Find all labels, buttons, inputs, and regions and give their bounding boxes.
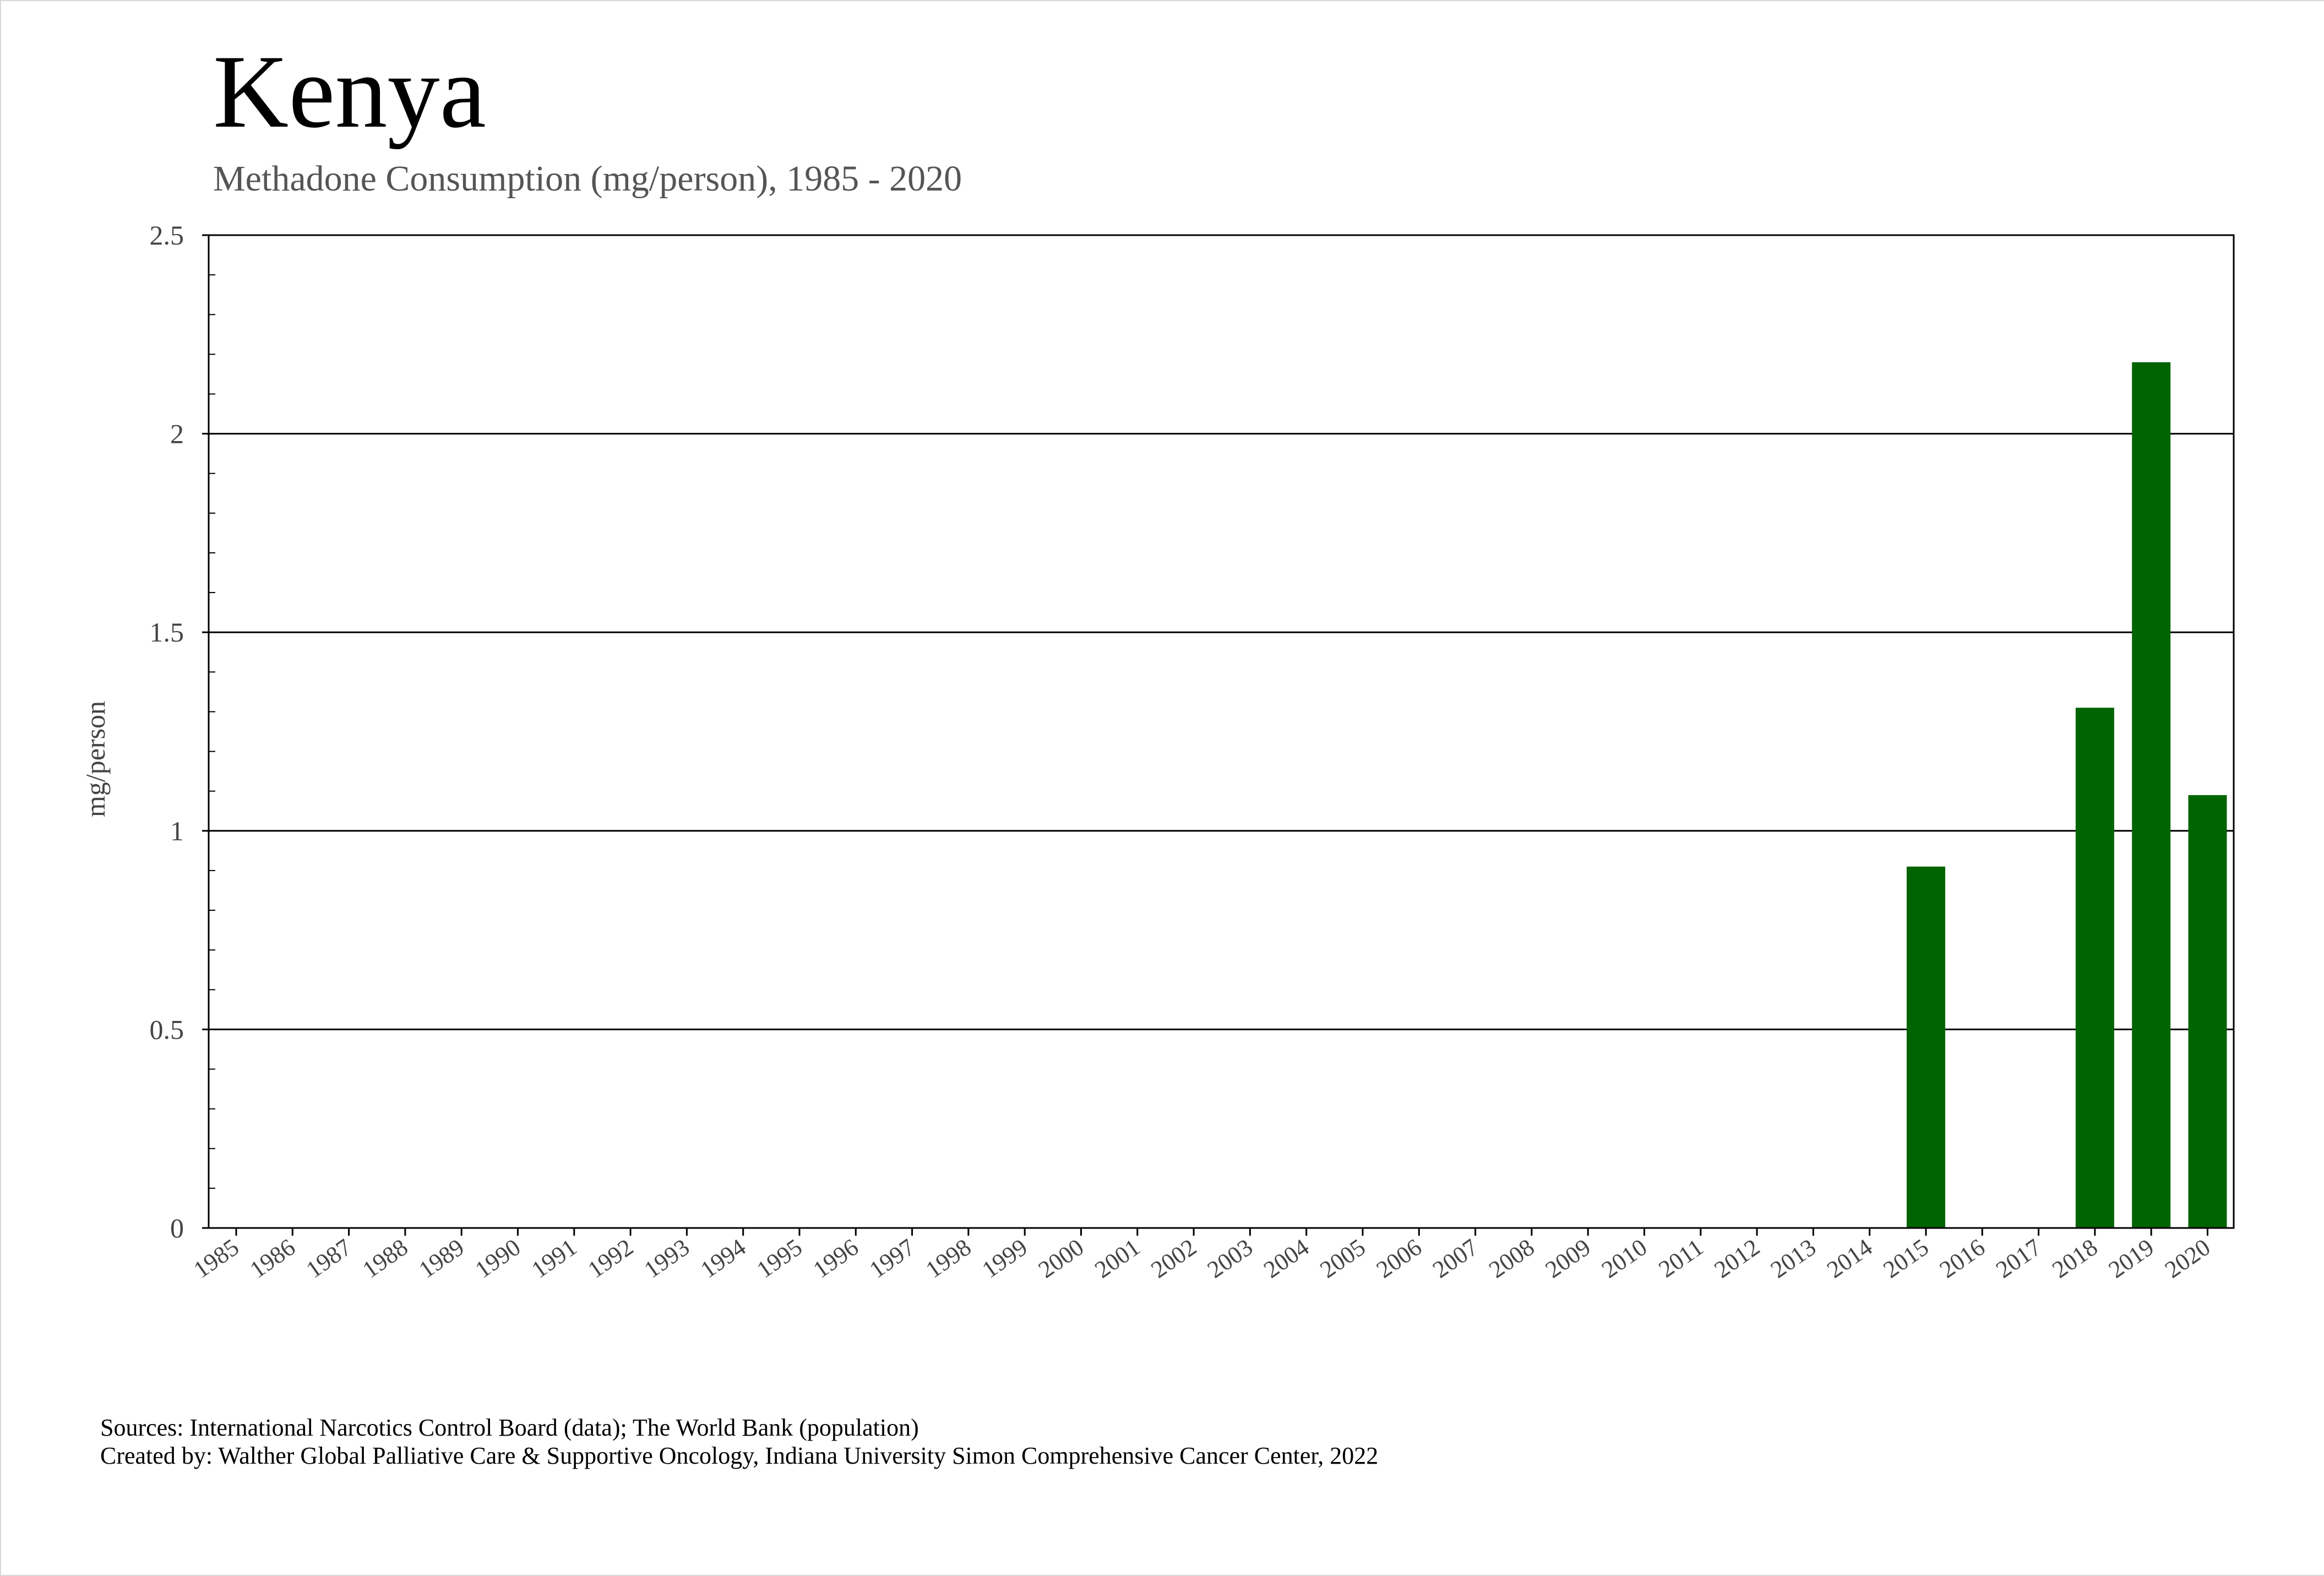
x-tick-label: 1999 (977, 1233, 1032, 1284)
x-tick-label: 2019 (2104, 1233, 2159, 1284)
x-tick-label: 2000 (1033, 1233, 1088, 1284)
y-tick-label: 1 (170, 816, 184, 846)
x-tick-label: 1993 (639, 1233, 694, 1284)
x-tick-label: 1990 (470, 1233, 525, 1284)
x-tick-label: 2001 (1090, 1233, 1145, 1284)
chart-subtitle: Methadone Consumption (mg/person), 1985 … (213, 159, 962, 199)
x-tick-label: 2004 (1259, 1233, 1314, 1284)
x-tick-label: 2002 (1146, 1233, 1201, 1284)
y-minor-ticks (209, 274, 215, 1189)
x-tick-label: 2013 (1766, 1233, 1821, 1284)
x-tick-label: 2003 (1202, 1233, 1258, 1284)
bar-2019 (2132, 362, 2171, 1229)
x-tick-label: 2015 (1879, 1233, 1934, 1284)
x-tick-label: 2006 (1371, 1233, 1427, 1284)
sources-note: Sources: International Narcotics Control… (100, 1414, 1378, 1470)
x-tick-label: 1989 (414, 1233, 469, 1284)
y-tick-label: 0.5 (150, 1014, 184, 1045)
x-tick-label: 2009 (1541, 1233, 1596, 1284)
y-axis-label: mg/person (80, 701, 111, 817)
y-tick-label: 1.5 (150, 617, 184, 648)
x-tick-label: 2005 (1315, 1233, 1370, 1284)
x-tick-label: 2018 (2047, 1233, 2102, 1284)
y-tick-label: 2 (170, 419, 184, 449)
x-tick-label: 1986 (245, 1233, 300, 1284)
x-tick-label: 1996 (808, 1233, 863, 1284)
x-tick-label: 2020 (2160, 1233, 2215, 1284)
x-tick-label: 2007 (1428, 1233, 1483, 1284)
y-tick-label: 0 (170, 1213, 184, 1243)
x-tick-label: 1991 (526, 1233, 581, 1284)
credit-line: Created by: Walther Global Palliative Ca… (100, 1442, 1379, 1470)
y-tick-label: 2.5 (150, 220, 184, 251)
x-tick-label: 2011 (1654, 1233, 1708, 1283)
x-tick-label: 1997 (864, 1233, 919, 1284)
x-tick-label: 1985 (189, 1233, 244, 1284)
x-tick-label: 1994 (695, 1233, 750, 1284)
x-tick-label: 2012 (1710, 1233, 1765, 1284)
x-tick-label: 1992 (583, 1233, 638, 1284)
plot-border (208, 234, 2235, 1229)
gridlines (209, 433, 2234, 1030)
x-tick-label: 2017 (1991, 1233, 2046, 1284)
x-tick-label: 1988 (357, 1233, 412, 1284)
sources-line: Sources: International Narcotics Control… (100, 1414, 919, 1441)
bars (1907, 362, 2227, 1229)
chart-title: Kenya (213, 34, 486, 150)
bar-2018 (2075, 708, 2114, 1228)
x-tick-label: 2010 (1597, 1233, 1652, 1284)
x-tick-label: 2014 (1822, 1233, 1877, 1284)
x-tick-label: 1987 (301, 1233, 356, 1284)
bar-2020 (2188, 795, 2227, 1228)
y-tick-labels: 0 0.5 1 1.5 2 2.5 (150, 220, 209, 1243)
bar-2015 (1907, 866, 1945, 1228)
x-tick-label: 1998 (921, 1233, 976, 1284)
x-tick-label: 2008 (1484, 1233, 1539, 1284)
x-tick-label: 1995 (752, 1233, 807, 1284)
x-tick-labels: 1985 1986 1987 1988 1989 1990 1991 1992 1993 1994… (189, 1228, 2215, 1284)
x-tick-label: 2016 (1935, 1233, 1990, 1284)
